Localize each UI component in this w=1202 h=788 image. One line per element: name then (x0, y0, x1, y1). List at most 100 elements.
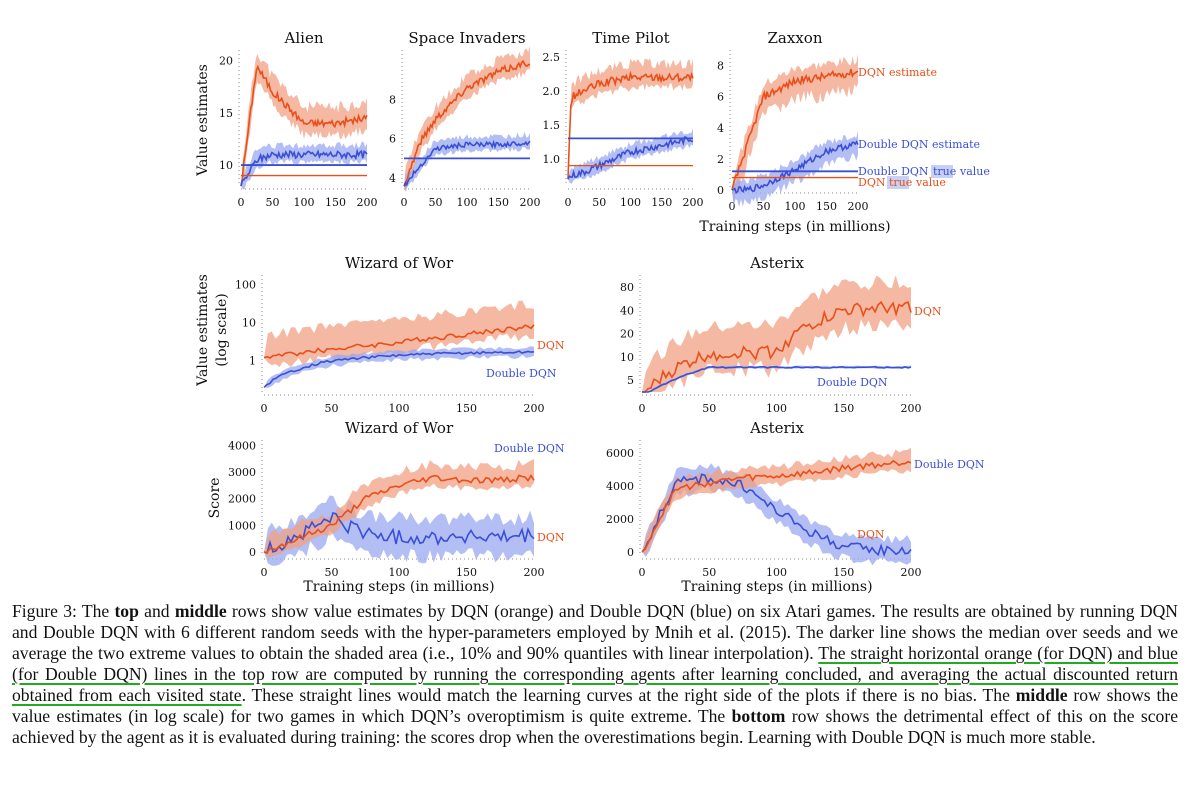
ddqn-median-line (642, 365, 912, 393)
dqn-true-value-label: DQN (858, 176, 886, 189)
caption-text: row shows the detrimental effect of this… (12, 706, 1178, 747)
x-tick-label: 200 (524, 402, 545, 415)
axes: 5 10 20 40 80 0 50 100 150 200 (620, 275, 922, 415)
row1-ylabel: Value estimates (195, 64, 211, 177)
x-tick-label: 150 (833, 566, 854, 579)
y-tick-label: 8 (717, 60, 724, 73)
caption-text: rows show value estimates by DQN (orange… (12, 601, 1178, 663)
caption-bold: top (114, 601, 139, 621)
x-tick-label: 150 (456, 402, 477, 415)
ddqn-quantile-band (404, 132, 530, 192)
row2-ylabel-line1: Value estimates (195, 274, 211, 387)
ddqn-true-value-label: Double DQN (858, 165, 929, 178)
row3-right-xlabel: Training steps (in millions) (681, 579, 872, 595)
x-tick-label: 50 (702, 566, 716, 579)
x-tick-label: 100 (389, 566, 410, 579)
y-tick-label: 4 (717, 122, 724, 135)
dqn-quantile-band (732, 54, 858, 206)
caption-text: . These straight lines would match the l… (241, 685, 1016, 705)
y-tick-label: 6000 (606, 447, 634, 460)
row3-left-xlabel: Training steps (in millions) (303, 579, 494, 595)
dqn-series-label: DQN (537, 531, 565, 544)
caption-bold: bottom (731, 706, 786, 726)
x-tick-label: 100 (620, 196, 641, 209)
panel-zaxxon-value: Zaxxon (768, 29, 823, 47)
dqn-quantile-band (404, 45, 530, 192)
ddqn-quantile-band (264, 346, 534, 388)
figure-caption: Figure 3: The top and middle rows show v… (12, 601, 1178, 748)
axes: 0 2000 4000 6000 0 50 100 150 200 (606, 440, 922, 579)
x-tick-label: 200 (524, 566, 545, 579)
panel-asterix-score: Asterix (749, 419, 804, 437)
ddqn-estimate-label: Double DQN estimate (858, 138, 980, 151)
y-tick-label: 0 (627, 546, 634, 559)
x-tick-label: 50 (429, 196, 443, 209)
x-tick-label: 50 (757, 200, 771, 213)
x-tick-label: 150 (456, 566, 477, 579)
dqn-quantile-band (642, 275, 911, 392)
x-tick-label: 200 (848, 200, 869, 213)
x-tick-label: 0 (639, 566, 646, 579)
panel-title: Time Pilot (592, 29, 669, 47)
y-tick-label: 0 (717, 184, 724, 197)
ddqn-median-line (641, 473, 912, 558)
panel-asterix-value: Asterix (749, 254, 804, 272)
x-tick-label: 200 (683, 196, 704, 209)
y-tick-label: 10 (620, 351, 634, 364)
y-tick-label: 0 (249, 546, 256, 559)
axes: 1 10 100 0 50 100 150 200 (235, 275, 545, 415)
y-tick-label: 100 (235, 279, 256, 292)
dqn-median-line (567, 70, 694, 180)
panel-title: Space Invaders (408, 29, 525, 47)
x-tick-label: 150 (816, 200, 837, 213)
axes: 0 1000 2000 3000 4000 0 50 100 150 200 (228, 439, 545, 579)
ddqn-series-label: Double DQN (914, 458, 985, 471)
y-tick-label: 10 (242, 317, 256, 330)
label-highlight (931, 165, 953, 178)
y-tick-label: 5 (627, 374, 634, 387)
dqn-estimate-label: DQN estimate (858, 66, 937, 79)
figure-label: Figure 3: (12, 601, 77, 621)
y-tick-label: 20 (219, 54, 233, 67)
panel-title: Wizard of Wor (345, 254, 454, 272)
dqn-quantile-band (264, 300, 534, 368)
x-tick-label: 50 (592, 196, 606, 209)
dqn-quantile-band (642, 447, 911, 556)
x-tick-label: 100 (294, 196, 315, 209)
ddqn-median-line (263, 350, 535, 388)
dqn-quantile-band (264, 459, 534, 558)
x-tick-label: 0 (401, 196, 408, 209)
panel-space-invaders-value: Space Invaders (408, 29, 525, 47)
x-tick-label: 200 (901, 566, 922, 579)
axes: 4 6 8 0 50 100 150 200 (389, 50, 541, 209)
ddqn-median-line (403, 139, 531, 187)
ddqn-median-line (731, 140, 859, 195)
y-tick-label: 8 (389, 93, 396, 106)
panel-title: Zaxxon (768, 29, 823, 47)
panel-wizard-of-wor-score: Wizard of Wor (345, 419, 454, 437)
ddqn-series-label: Double DQN (817, 376, 888, 389)
ddqn-median-line (263, 512, 535, 555)
ddqn-quantile-band (568, 128, 693, 184)
ddqn-series-label: Double DQN (494, 442, 565, 455)
caption-text: and (138, 601, 175, 621)
x-tick-label: 0 (639, 402, 646, 415)
dqn-true-value-label: value (915, 176, 946, 189)
panel-time-pilot-value: Time Pilot (592, 29, 669, 47)
row2-ylabel-line2: (log scale) (214, 293, 230, 366)
y-tick-label: 2000 (228, 493, 256, 506)
y-tick-label: 1 (249, 355, 256, 368)
y-tick-label: 2.0 (543, 85, 561, 98)
dqn-median-line (731, 68, 859, 191)
figure-3: Alien Space Invaders Time Pilot Zaxxon W… (195, 29, 990, 595)
y-tick-label: 1000 (228, 519, 256, 532)
panel-title: Asterix (749, 254, 804, 272)
axes: 1.0 1.5 2.0 2.5 0 50 100 150 200 (543, 50, 704, 209)
x-tick-label: 200 (357, 196, 378, 209)
ddqn-median-line (567, 136, 694, 180)
y-tick-label: 80 (620, 281, 634, 294)
caption-bold: middle (1015, 685, 1068, 705)
y-tick-label: 15 (219, 107, 233, 120)
label-highlight (887, 176, 909, 189)
x-tick-label: 0 (729, 200, 736, 213)
